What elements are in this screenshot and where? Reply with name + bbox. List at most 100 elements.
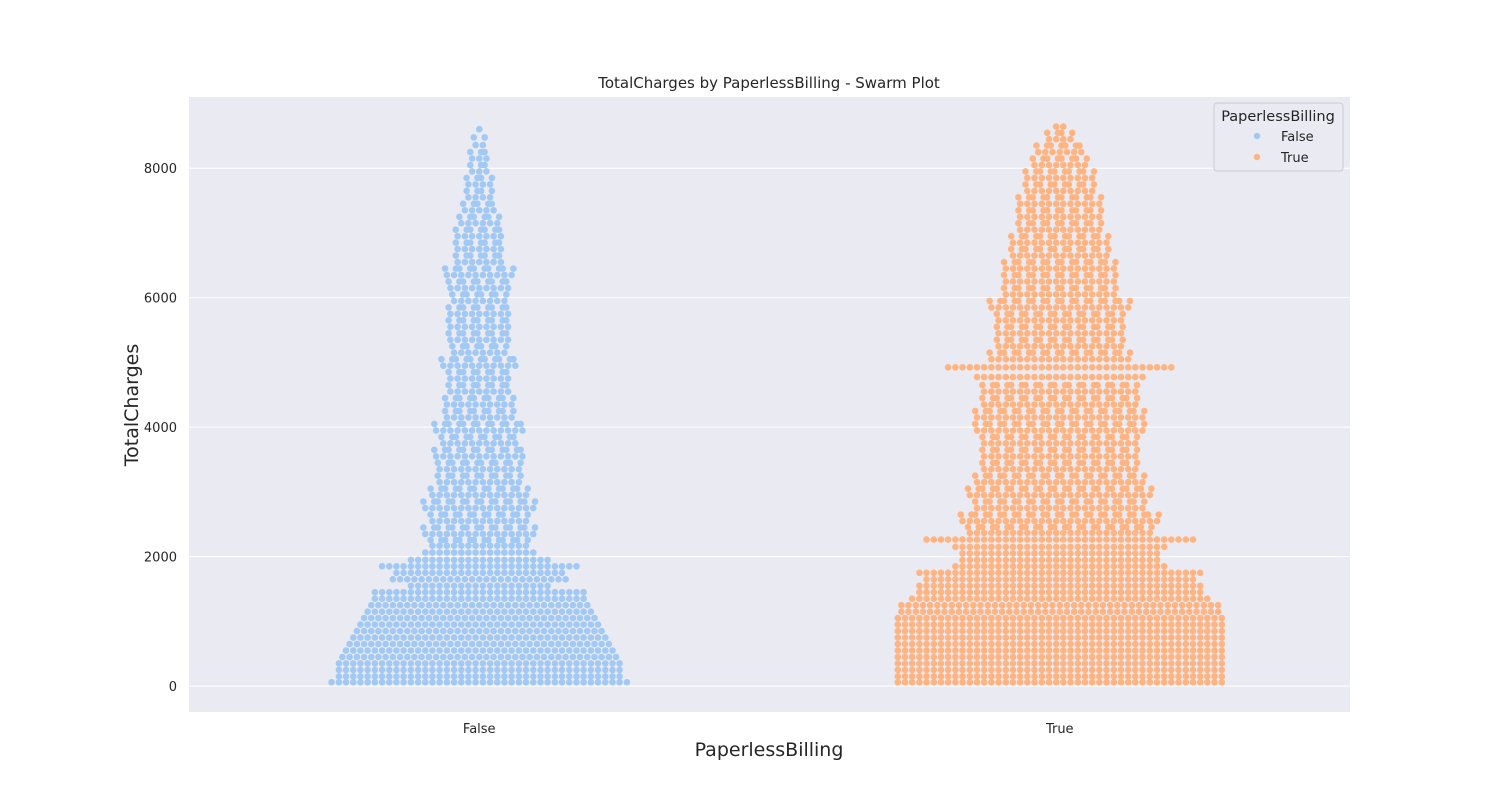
swarm-point <box>368 627 375 635</box>
swarm-point <box>459 368 467 376</box>
swarm-point <box>483 323 490 331</box>
legend-label-true: True <box>1280 151 1309 166</box>
swarm-point <box>1045 647 1053 654</box>
swarm-point <box>959 582 966 590</box>
swarm-point <box>1088 226 1096 233</box>
swarm-point <box>1141 472 1148 480</box>
swarm-point <box>465 634 472 641</box>
swarm-point <box>1124 388 1132 395</box>
swarm-point <box>1024 278 1031 285</box>
swarm-point <box>1029 407 1037 415</box>
swarm-point <box>1175 621 1182 628</box>
swarm-point <box>573 679 580 686</box>
swarm-point <box>1142 601 1150 609</box>
swarm-point <box>1117 621 1125 628</box>
swarm-point <box>1022 459 1029 467</box>
swarm-point <box>1038 364 1046 371</box>
swarm-point <box>1124 582 1132 590</box>
swarm-point <box>465 219 472 227</box>
swarm-point <box>1031 440 1038 447</box>
swarm-point <box>1002 588 1010 596</box>
swarm-point <box>1218 673 1226 680</box>
swarm-point <box>944 614 952 622</box>
swarm-point <box>519 627 526 635</box>
swarm-point <box>598 640 605 648</box>
swarm-point <box>548 576 555 583</box>
swarm-point <box>470 407 478 415</box>
swarm-point <box>436 478 443 486</box>
swarm-point <box>495 252 503 259</box>
swarm-point <box>1067 373 1074 381</box>
swarm-point <box>465 549 472 556</box>
swarm-point <box>1060 453 1067 460</box>
swarm-point <box>479 679 487 686</box>
swarm-point <box>1052 614 1060 622</box>
swarm-point <box>429 595 436 602</box>
swarm-point <box>503 381 510 389</box>
swarm-point <box>506 472 514 480</box>
swarm-point <box>1016 595 1024 602</box>
swarm-point <box>364 673 371 680</box>
swarm-point <box>504 640 512 648</box>
swarm-point <box>1060 161 1067 169</box>
swarm-point <box>504 614 512 622</box>
swarm-point <box>905 608 912 615</box>
swarm-point <box>1002 563 1010 570</box>
swarm-point <box>1038 673 1046 680</box>
swarm-point <box>1065 245 1073 253</box>
swarm-point <box>1051 485 1058 493</box>
swarm-point <box>494 563 501 570</box>
swarm-point <box>1067 401 1074 408</box>
swarm-point <box>494 621 501 628</box>
swarm-point <box>357 647 364 654</box>
swarm-point <box>1074 595 1082 602</box>
swarm-point <box>378 673 386 680</box>
swarm-point <box>1175 614 1182 622</box>
swarm-point <box>952 543 959 551</box>
swarm-point <box>1146 660 1154 667</box>
swarm-point <box>1007 446 1015 454</box>
swarm-point <box>1096 529 1103 537</box>
swarm-point <box>472 478 479 486</box>
swarm-point <box>1132 543 1139 551</box>
swarm-point <box>1132 491 1139 499</box>
swarm-point <box>993 336 1001 344</box>
swarm-point <box>1146 543 1154 551</box>
swarm-point <box>1096 427 1103 434</box>
swarm-point <box>436 491 443 499</box>
swarm-point <box>1074 373 1082 381</box>
swarm-point <box>988 653 995 661</box>
swarm-point <box>1009 453 1017 460</box>
swarm-point <box>923 634 930 641</box>
y-tick-label: 6000 <box>144 292 177 307</box>
swarm-point <box>580 679 587 686</box>
swarm-point <box>400 595 407 602</box>
swarm-point <box>490 576 497 583</box>
swarm-point <box>1067 252 1074 259</box>
swarm-point <box>995 679 1002 686</box>
swarm-point <box>1110 576 1118 583</box>
swarm-point <box>1031 634 1038 641</box>
swarm-point <box>501 569 508 577</box>
swarm-point <box>1052 634 1060 641</box>
swarm-point <box>1171 608 1179 615</box>
swarm-point <box>930 576 938 583</box>
swarm-point <box>486 504 494 512</box>
swarm-point <box>454 362 461 370</box>
swarm-point <box>1079 181 1087 188</box>
swarm-point <box>472 349 479 357</box>
swarm-point <box>429 530 436 538</box>
swarm-point <box>508 608 515 615</box>
swarm-point <box>522 634 530 641</box>
swarm-point <box>1088 536 1096 543</box>
y-tick-label: 0 <box>169 680 177 695</box>
swarm-point <box>1024 491 1031 499</box>
swarm-point <box>1146 550 1154 557</box>
swarm-point <box>988 627 995 635</box>
swarm-point <box>1029 271 1037 279</box>
swarm-point <box>1189 666 1197 674</box>
swarm-point <box>483 614 490 622</box>
swarm-point <box>434 524 442 531</box>
swarm-point <box>1132 388 1139 395</box>
swarm-point <box>594 666 602 674</box>
